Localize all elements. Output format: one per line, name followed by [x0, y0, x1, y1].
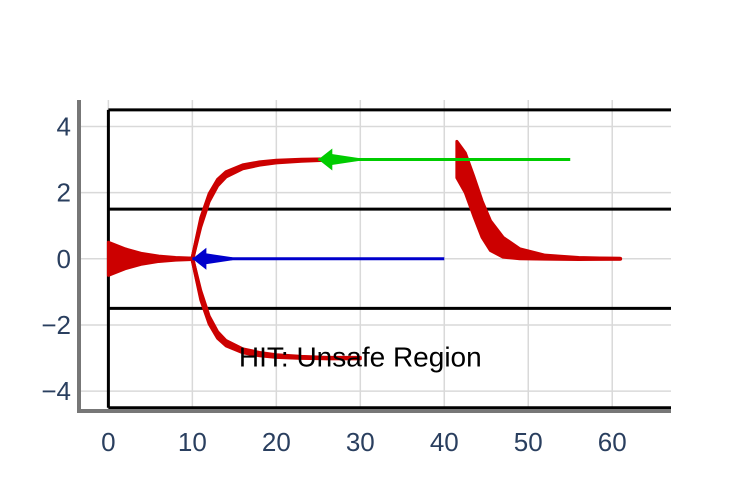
- series-1-arrow-flare: [202, 252, 233, 265]
- region-boundaries: [106, 108, 671, 410]
- y-tick-label: 0: [57, 244, 71, 274]
- x-tick-label: 20: [262, 427, 291, 457]
- series-0-band-3: [455, 139, 623, 261]
- y-tick-label: −4: [41, 376, 71, 406]
- series-0-line-1: [190, 157, 344, 260]
- x-tick-label: 50: [514, 427, 543, 457]
- series-layer: [106, 139, 623, 361]
- x-tick-label: 0: [101, 427, 115, 457]
- x-tick-label: 30: [346, 427, 375, 457]
- annotation-text: HIT: Unsafe Region: [239, 341, 482, 372]
- axes: [77, 100, 671, 413]
- series-0-line-2: [190, 258, 361, 361]
- annotations: HIT: Unsafe Region: [239, 341, 482, 372]
- series-0-line-3: [455, 158, 621, 261]
- x-tick-label: 40: [430, 427, 459, 457]
- y-tick-label: 2: [57, 178, 71, 208]
- series-2-arrow-flare: [328, 153, 359, 166]
- y-tick-label: −2: [41, 310, 71, 340]
- x-tick-label: 10: [178, 427, 207, 457]
- x-tick-label: 60: [598, 427, 627, 457]
- y-tick-label: 4: [57, 111, 71, 141]
